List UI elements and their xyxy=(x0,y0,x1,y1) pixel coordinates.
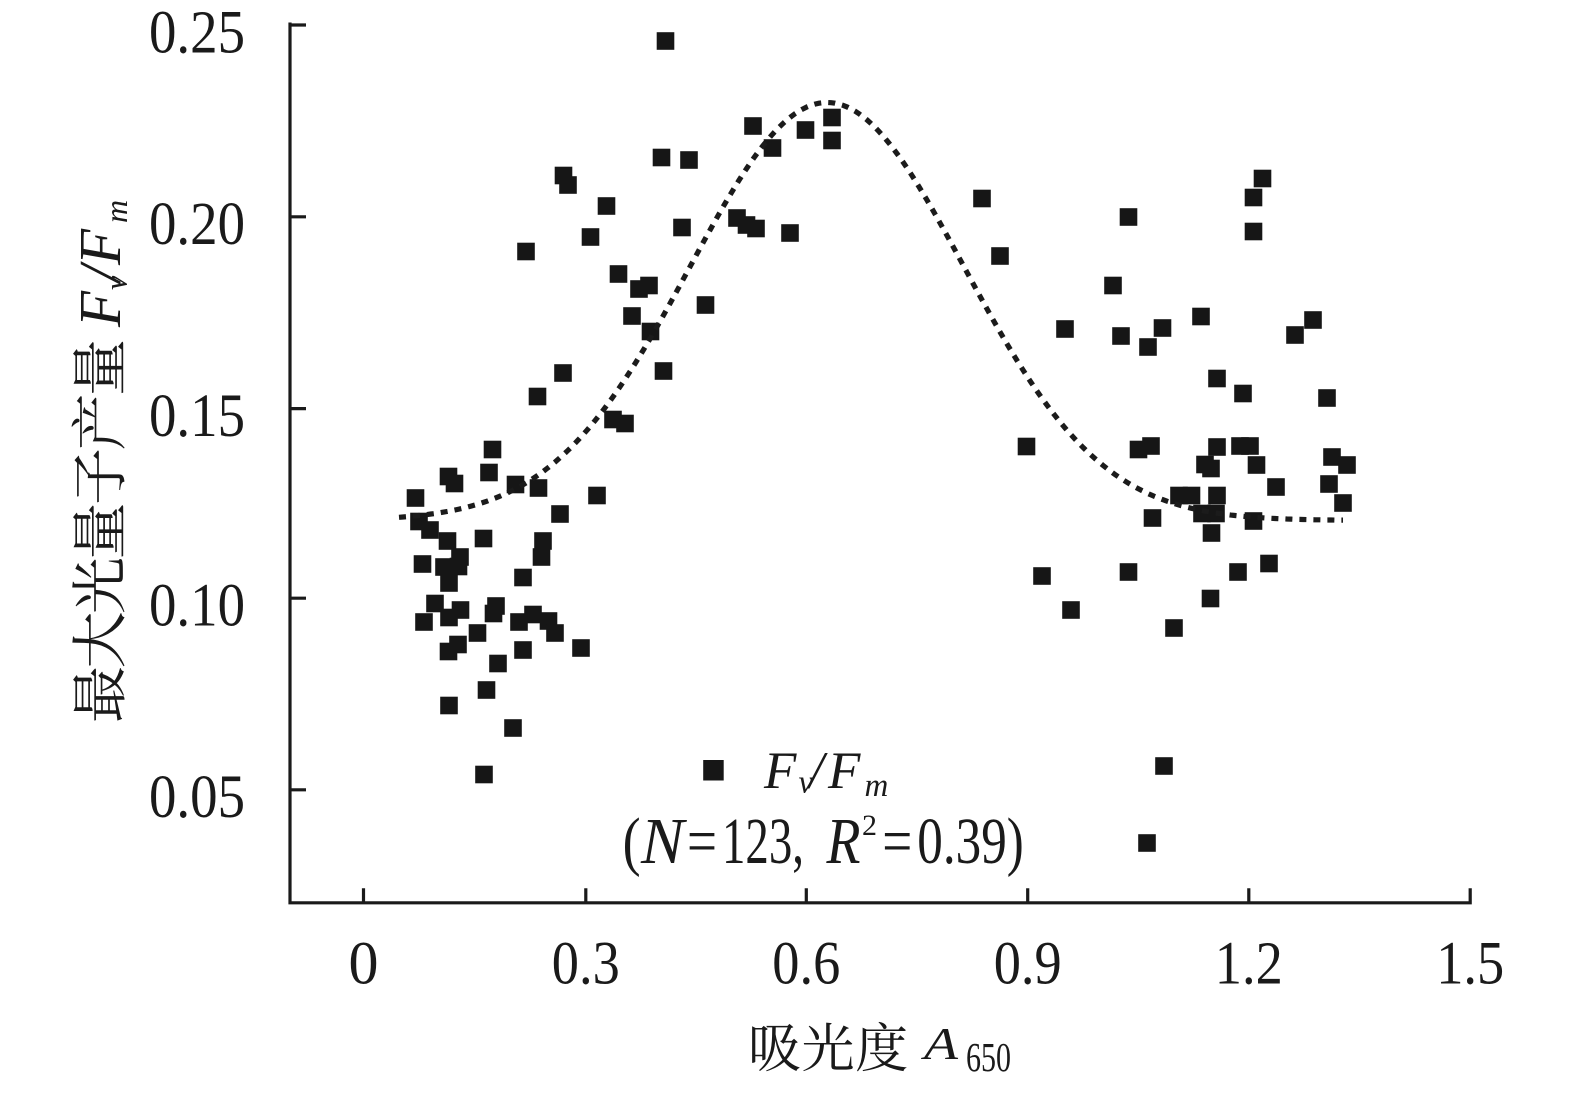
svg-text:m: m xyxy=(865,768,889,804)
svg-text:F: F xyxy=(67,290,133,328)
svg-text:0.20: 0.20 xyxy=(149,191,245,258)
svg-text:(: ( xyxy=(623,805,641,878)
svg-text:1.5: 1.5 xyxy=(1436,931,1504,998)
svg-text:R: R xyxy=(826,805,861,878)
svg-text:0.3: 0.3 xyxy=(552,931,620,998)
svg-text:123,: 123, xyxy=(722,805,804,878)
svg-text:0.10: 0.10 xyxy=(149,573,245,640)
svg-text:F: F xyxy=(827,742,861,800)
svg-text:v: v xyxy=(799,765,814,801)
svg-text:=: = xyxy=(882,805,912,878)
svg-text:0.9: 0.9 xyxy=(994,931,1062,998)
svg-text:m: m xyxy=(98,200,134,223)
svg-text:A: A xyxy=(920,1018,959,1069)
svg-text:0.39): 0.39) xyxy=(917,805,1024,878)
svg-text:1.2: 1.2 xyxy=(1215,931,1283,998)
svg-text:N: N xyxy=(640,805,688,878)
svg-text:2: 2 xyxy=(862,809,877,842)
svg-text:F: F xyxy=(67,228,133,266)
svg-text:0.6: 0.6 xyxy=(772,931,840,998)
svg-text:v: v xyxy=(98,275,134,290)
svg-text:650: 650 xyxy=(966,1034,1011,1080)
svg-text:0.25: 0.25 xyxy=(149,0,245,66)
svg-text:0.05: 0.05 xyxy=(149,764,245,831)
svg-text:F: F xyxy=(763,742,797,800)
svg-text:0: 0 xyxy=(349,931,379,998)
svg-text:0.15: 0.15 xyxy=(149,383,245,450)
svg-text:/: / xyxy=(806,742,828,800)
svg-text:=: = xyxy=(687,805,717,878)
